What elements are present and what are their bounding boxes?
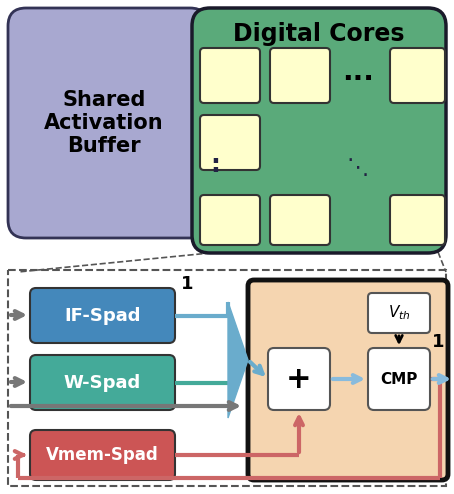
Text: +: + <box>286 365 312 394</box>
FancyBboxPatch shape <box>30 430 175 480</box>
FancyBboxPatch shape <box>192 8 446 253</box>
FancyBboxPatch shape <box>390 195 445 245</box>
Text: CMP: CMP <box>380 371 418 386</box>
Text: ⋱: ⋱ <box>347 158 369 178</box>
FancyBboxPatch shape <box>30 355 175 410</box>
FancyBboxPatch shape <box>270 195 330 245</box>
FancyBboxPatch shape <box>390 48 445 103</box>
Text: Digital Cores: Digital Cores <box>233 22 405 46</box>
FancyBboxPatch shape <box>200 115 260 170</box>
FancyBboxPatch shape <box>368 293 430 333</box>
Text: Vmem-Spad: Vmem-Spad <box>46 446 159 464</box>
FancyBboxPatch shape <box>200 195 260 245</box>
FancyBboxPatch shape <box>200 48 260 103</box>
Text: 1: 1 <box>181 275 193 293</box>
Text: IF-Spad: IF-Spad <box>64 306 141 325</box>
Text: $V_{th}$: $V_{th}$ <box>388 304 410 323</box>
Bar <box>8 270 446 486</box>
FancyBboxPatch shape <box>268 348 330 410</box>
Text: Shared
Activation
Buffer: Shared Activation Buffer <box>44 90 164 156</box>
FancyBboxPatch shape <box>30 288 175 343</box>
Polygon shape <box>228 302 248 418</box>
Text: 1: 1 <box>432 333 444 351</box>
FancyBboxPatch shape <box>248 280 448 480</box>
Text: :: : <box>210 153 220 177</box>
Text: W-Spad: W-Spad <box>64 373 141 392</box>
FancyBboxPatch shape <box>8 8 208 238</box>
Text: ...: ... <box>342 58 374 86</box>
FancyBboxPatch shape <box>270 48 330 103</box>
FancyBboxPatch shape <box>368 348 430 410</box>
